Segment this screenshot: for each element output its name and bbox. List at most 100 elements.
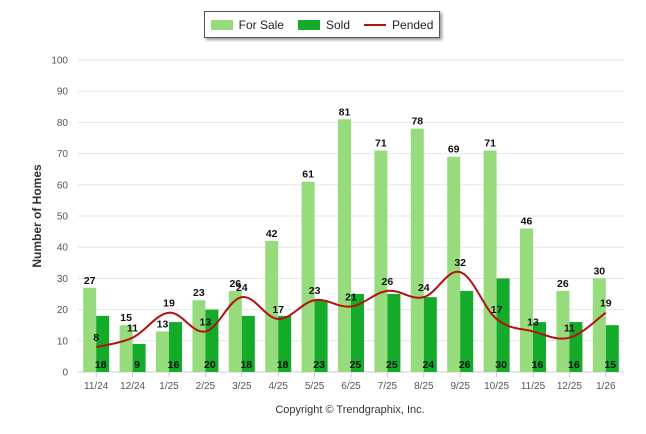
bar-sold [96, 315, 110, 372]
bar-sold [569, 322, 583, 372]
y-tick-label: 100 [51, 56, 68, 67]
y-tick-label: 10 [57, 336, 69, 347]
x-tick-label: 2/25 [196, 381, 216, 392]
legend: For Sale Sold Pended [204, 11, 440, 38]
x-axis-ticks: 11/24 12/24 1/25 2/25 3/25 4/25 5/25 6/25 7/25 8/… [84, 372, 616, 392]
label-for-sale: 42 [266, 228, 278, 240]
bar-for-sale [374, 150, 388, 372]
bar-for-sale [447, 156, 461, 372]
label-for-sale: 27 [84, 275, 96, 287]
label-for-sale: 30 [593, 265, 605, 277]
label-for-sale: 15 [120, 312, 132, 324]
label-sold: 25 [350, 359, 362, 371]
label-sold: 25 [386, 359, 398, 371]
legend-item-for-sale[interactable]: For Sale [210, 17, 284, 32]
bar-for-sale [83, 287, 97, 372]
x-tick-label: 3/25 [232, 381, 252, 392]
bar-sold [387, 294, 401, 372]
y-tick-label: 20 [57, 305, 69, 316]
legend-item-pended[interactable]: Pended [364, 18, 433, 32]
bar-for-sale [338, 119, 351, 372]
label-pended: 13 [527, 316, 539, 328]
label-sold: 18 [95, 359, 107, 371]
x-tick-label: 12/25 [557, 381, 582, 392]
pended-line [95, 270, 607, 349]
copyright-footer: Copyright © Trendgraphix, Inc. [275, 404, 424, 416]
bars [83, 119, 619, 372]
x-tick-label: 5/25 [305, 381, 325, 392]
label-for-sale: 69 [448, 144, 460, 156]
x-tick-label: 10/25 [484, 381, 509, 392]
label-pended: 21 [345, 291, 357, 303]
label-pended: 17 [491, 304, 503, 316]
label-sold: 26 [459, 359, 471, 371]
x-tick-label: 1/25 [159, 381, 179, 392]
label-sold: 18 [277, 359, 289, 371]
legend-label-pended: Pended [392, 17, 434, 32]
bar-for-sale [156, 331, 169, 372]
label-sold: 24 [422, 359, 434, 371]
label-pended: 11 [127, 323, 138, 335]
label-pended: 11 [564, 323, 575, 335]
label-pended: 23 [309, 285, 321, 297]
label-for-sale: 71 [484, 137, 496, 149]
bar-for-sale [192, 300, 206, 372]
bar-sold [278, 315, 292, 372]
label-for-sale: 23 [193, 287, 205, 299]
bar-for-sale [228, 290, 242, 372]
bar-for-sale [483, 150, 497, 372]
label-pended: 19 [163, 298, 175, 310]
label-sold: 30 [495, 359, 507, 371]
bar-for-sale [592, 278, 606, 372]
label-sold: 18 [240, 359, 252, 371]
bar-sold [496, 278, 510, 372]
bar-for-sale [556, 290, 570, 372]
label-pended: 19 [600, 298, 612, 310]
label-sold: 15 [604, 359, 616, 371]
legend-label-for-sale: For Sale [238, 17, 284, 32]
bar-sold [241, 315, 255, 372]
y-tick-label: 40 [57, 243, 69, 254]
y-axis-title: Number of Homes [30, 164, 44, 268]
y-axis-ticks: 0 10 20 30 40 50 60 70 80 90 100 [51, 56, 68, 379]
bar-for-sale [119, 325, 133, 372]
x-tick-label: 11/25 [521, 381, 546, 392]
legend-item-sold[interactable]: Sold [297, 18, 350, 32]
label-for-sale: 13 [157, 318, 169, 330]
pended-line-layer [95, 270, 607, 349]
y-tick-label: 90 [57, 87, 69, 98]
label-for-sale: 81 [339, 106, 351, 118]
label-pended: 24 [418, 282, 430, 294]
x-tick-label: 7/25 [378, 381, 398, 392]
x-tick-label: 11/24 [84, 381, 109, 392]
x-tick-label: 1/26 [596, 381, 616, 392]
bar-for-sale [301, 181, 315, 372]
label-sold: 9 [134, 359, 140, 371]
y-tick-label: 70 [57, 149, 69, 160]
label-pended: 32 [454, 257, 466, 269]
bar-for-sale [265, 240, 279, 372]
bar-sold [169, 322, 182, 372]
for-sale-swatch [210, 19, 233, 30]
pended-swatch [364, 23, 387, 26]
bar-sold [460, 290, 474, 372]
label-for-sale: 78 [411, 116, 423, 128]
label-pended: 13 [200, 316, 212, 328]
label-sold: 23 [313, 359, 325, 371]
label-sold: 16 [168, 359, 180, 371]
label-for-sale: 71 [375, 137, 387, 149]
label-sold: 16 [568, 359, 580, 371]
x-tick-label: 9/25 [450, 381, 470, 392]
label-for-sale: 26 [557, 278, 569, 290]
label-for-sale: 26 [229, 278, 241, 290]
bar-sold [605, 325, 619, 372]
label-sold: 20 [204, 359, 216, 371]
label-sold: 16 [532, 359, 544, 371]
sold-swatch [297, 19, 320, 30]
y-tick-label: 60 [57, 180, 69, 191]
label-pended: 24 [236, 282, 248, 294]
bar-for-sale [410, 128, 424, 372]
bar-sold [314, 300, 328, 372]
bar-for-sale [520, 228, 533, 372]
